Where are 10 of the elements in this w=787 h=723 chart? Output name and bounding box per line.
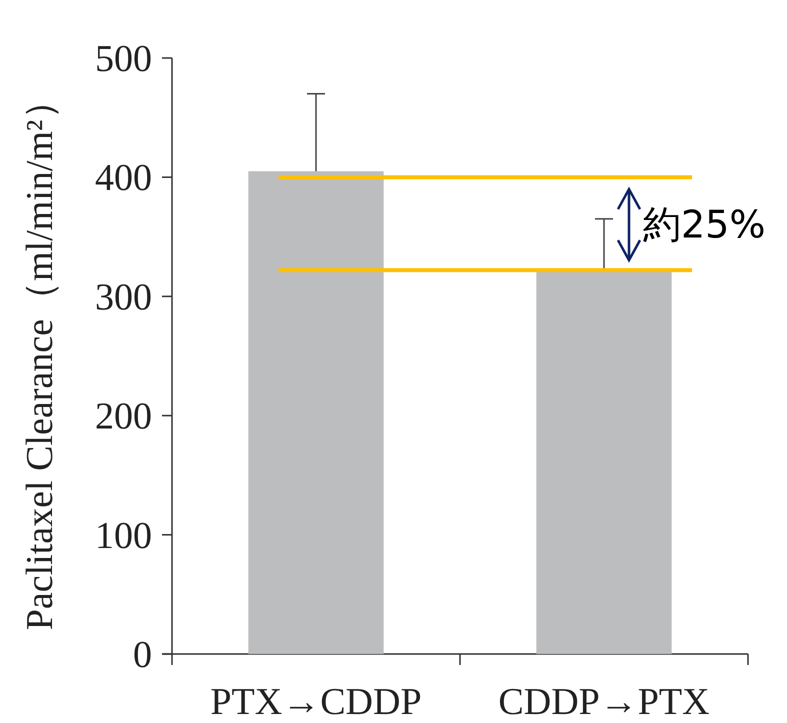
y-axis-title: Paclitaxel Clearance（ml/min/m²） [19,82,61,630]
y-tick-label: 0 [133,634,152,676]
y-tick-label: 200 [95,396,152,438]
y-tick-label: 500 [95,38,152,80]
y-tick-label: 100 [95,514,152,557]
x-tick-label: PTX→CDDP [210,681,422,723]
y-tick-label: 300 [95,276,152,318]
x-tick-label: CDDP→PTX [498,681,710,723]
y-tick-label: 400 [95,157,152,200]
annotation: 約25% [643,202,766,247]
